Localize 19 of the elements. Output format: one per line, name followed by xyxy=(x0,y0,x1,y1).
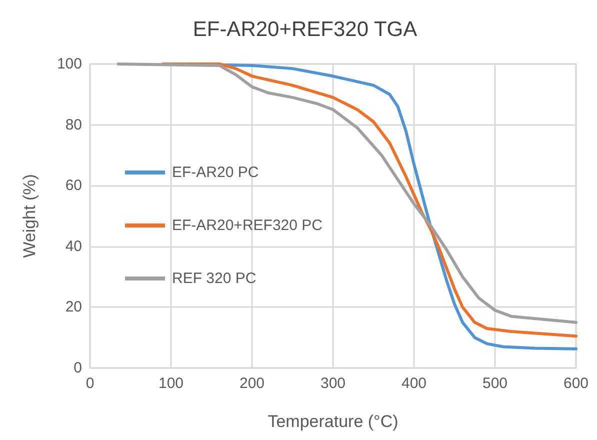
legend-label: EF-AR20 PC xyxy=(172,164,259,181)
chart-title: EF-AR20+REF320 TGA xyxy=(192,18,418,41)
x-tick-label: 400 xyxy=(401,375,427,392)
x-axis-title: Temperature (°C) xyxy=(268,412,398,431)
y-tick-label: 60 xyxy=(65,177,82,194)
x-tick-label: 600 xyxy=(563,375,589,392)
y-tick-label: 100 xyxy=(56,56,82,72)
legend-label: EF-AR20+REF320 PC xyxy=(172,217,323,234)
x-tick-label: 300 xyxy=(320,375,346,392)
y-tick-label: 40 xyxy=(65,238,82,255)
legend-label: REF 320 PC xyxy=(172,270,256,287)
x-tick-label: 100 xyxy=(158,375,184,392)
y-tick-label: 80 xyxy=(65,116,82,134)
y-tick-label: 0 xyxy=(74,360,82,376)
x-tick-label: 500 xyxy=(482,375,508,392)
y-tick-label: 20 xyxy=(65,298,82,316)
y-axis-title: Weight (%) xyxy=(20,174,39,258)
x-tick-label: 200 xyxy=(239,375,265,392)
x-tick-label: 0 xyxy=(86,375,94,392)
